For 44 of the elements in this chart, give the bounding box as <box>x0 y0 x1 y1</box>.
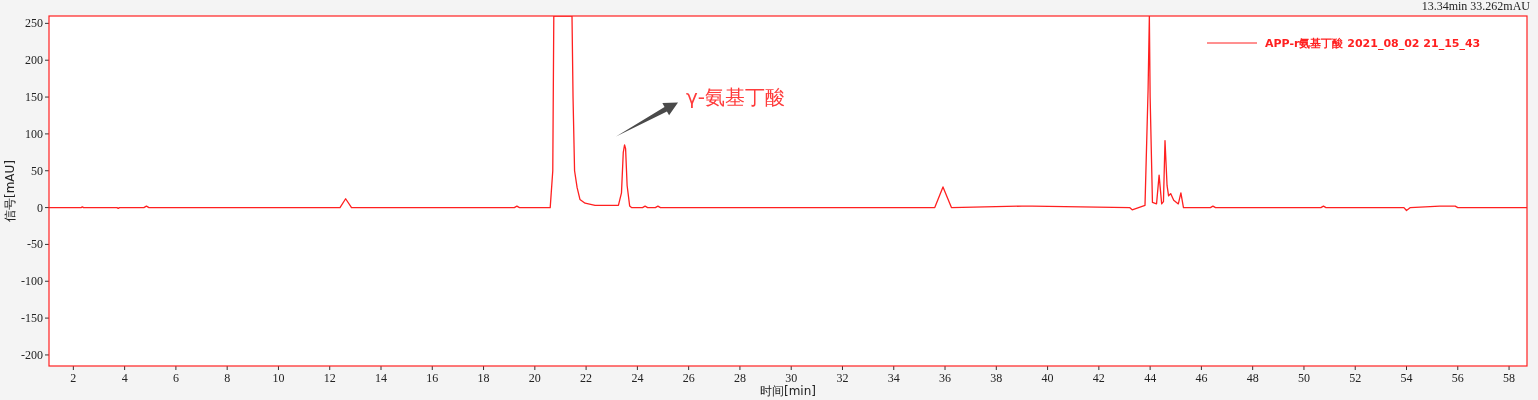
x-tick-label: 36 <box>939 371 952 385</box>
y-tick-label: -200 <box>21 347 43 362</box>
x-tick-label: 22 <box>580 371 593 385</box>
text: 13.34min 33.262mAU <box>1421 0 1531 13</box>
y-tick-label: -100 <box>21 274 43 289</box>
x-tick-label: 54 <box>1400 371 1413 385</box>
x-tick-label: 50 <box>1297 371 1310 385</box>
x-tick-label: 14 <box>375 371 388 385</box>
legend-label: APP-r氨基丁酸 2021_08_02 21_15_43 <box>1265 37 1481 50</box>
x-tick-label: 20 <box>528 371 541 385</box>
x-tick-label: 30 <box>785 371 798 385</box>
y-tick-label: -50 <box>27 237 43 252</box>
annotation: γ-氨基丁酸 <box>686 84 786 109</box>
y-tick-label: 200 <box>25 53 43 68</box>
x-tick-label: 40 <box>1041 371 1054 385</box>
y-tick-label: 150 <box>25 90 43 105</box>
y-tick-label: 0 <box>37 200 43 215</box>
x-axis-title: 时间[min] <box>760 384 816 398</box>
x-tick-label: 16 <box>426 371 439 385</box>
y-axis-title: 信号[mAU] <box>3 159 17 223</box>
x-tick-label: 2 <box>70 371 77 385</box>
x-tick-label: 12 <box>323 371 336 385</box>
y-tick-label: -150 <box>21 311 43 326</box>
x-tick-label: 34 <box>887 371 900 385</box>
x-tick-label: 42 <box>1092 371 1105 385</box>
x-tick-label: 46 <box>1195 371 1208 385</box>
x-tick-label: 6 <box>172 371 179 385</box>
x-tick-label: 52 <box>1349 371 1362 385</box>
x-tick-label: 18 <box>477 371 490 385</box>
x-tick-label: 32 <box>836 371 849 385</box>
x-tick-label: 28 <box>733 371 746 385</box>
y-tick-label: 50 <box>31 163 43 178</box>
x-tick-label: 8 <box>224 371 231 385</box>
y-tick-label: 100 <box>25 126 43 141</box>
y-tick-label: 250 <box>25 16 43 31</box>
x-tick-label: 56 <box>1451 371 1464 385</box>
x-tick-label: 26 <box>682 371 695 385</box>
x-tick-label: 38 <box>990 371 1003 385</box>
x-tick-label: 24 <box>631 371 644 385</box>
x-tick-label: 4 <box>121 371 128 385</box>
x-tick-label: 44 <box>1144 371 1157 385</box>
x-tick-label: 58 <box>1503 371 1516 385</box>
x-tick-label: 10 <box>272 371 285 385</box>
x-tick-label: 48 <box>1246 371 1259 385</box>
